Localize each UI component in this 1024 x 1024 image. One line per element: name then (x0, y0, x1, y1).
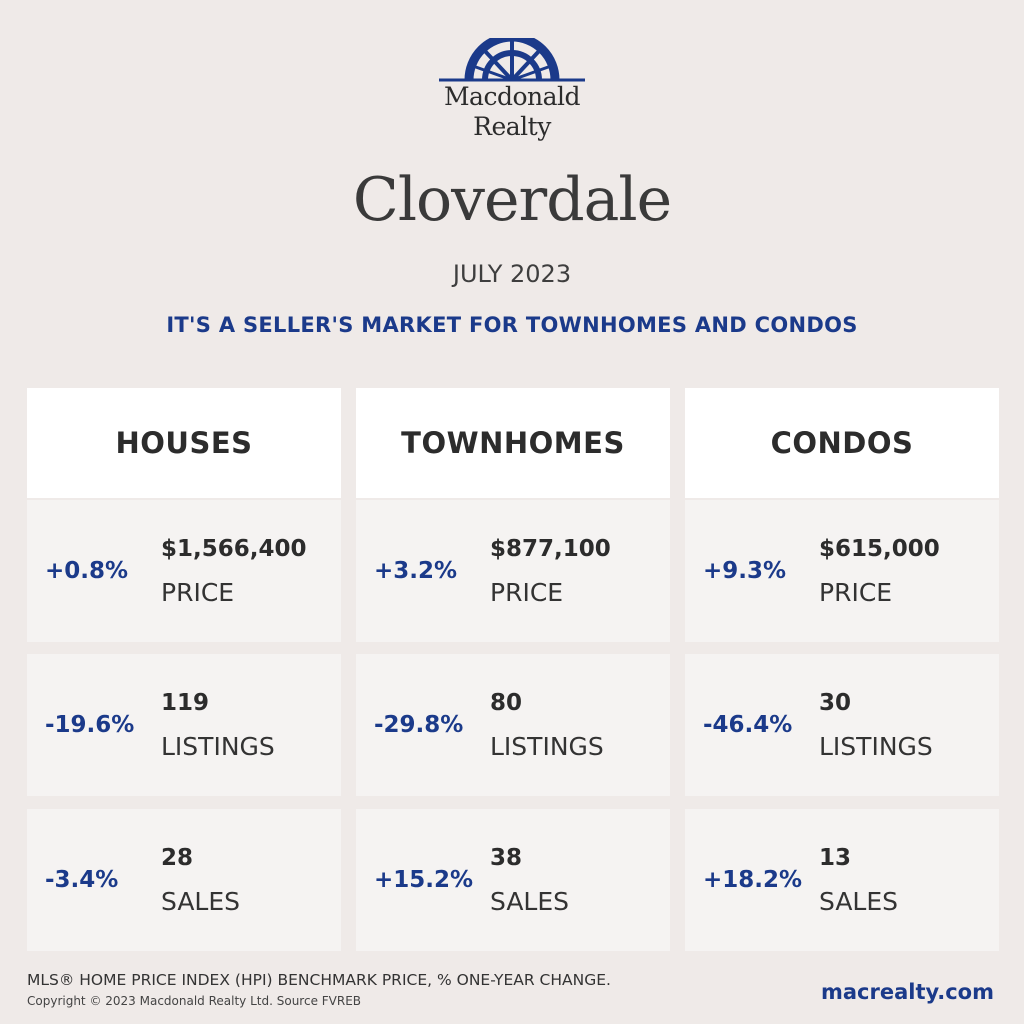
townhomes-column: TOWNHOMES +3.2% $877,100 PRICE -29.8% 80… (356, 388, 670, 951)
sales-stat-card: +15.2% 38 SALES (356, 809, 670, 951)
stat-value: 30 (819, 690, 852, 716)
copyright: Copyright © 2023 Macdonald Realty Ltd. S… (27, 994, 362, 1008)
column-heading: CONDOS (685, 388, 999, 498)
stat-label: PRICE (161, 578, 235, 607)
headline: IT'S A SELLER'S MARKET FOR TOWNHOMES AND… (166, 313, 858, 337)
sunrise-arch-logo-icon (439, 38, 585, 82)
brand-name-line1: Macdonald (443, 82, 581, 111)
stat-value: 38 (490, 845, 523, 871)
stat-label: SALES (490, 887, 570, 916)
listings-stat-card: -19.6% 119 LISTINGS (27, 654, 341, 796)
listings-stat-card: -46.4% 30 LISTINGS (685, 654, 999, 796)
stat-value: 119 (161, 690, 210, 716)
brand-logo: Macdonald Realty (0, 38, 1024, 142)
stat-value: $1,566,400 (161, 536, 307, 562)
stat-label: PRICE (819, 578, 893, 607)
stat-label: LISTINGS (161, 732, 275, 761)
price-stat-card: +9.3% $615,000 PRICE (685, 500, 999, 642)
stat-value: $615,000 (819, 536, 940, 562)
stat-change: +18.2% (703, 867, 803, 893)
stat-value: $877,100 (490, 536, 611, 562)
website-link[interactable]: macrealty.com (820, 980, 994, 1004)
stat-value: 80 (490, 690, 523, 716)
report-date: JULY 2023 (452, 260, 572, 288)
stat-label: LISTINGS (819, 732, 933, 761)
stat-change: -3.4% (45, 867, 119, 893)
stat-value: 28 (161, 845, 194, 871)
stat-change: -29.8% (374, 712, 464, 738)
stat-change: -19.6% (45, 712, 135, 738)
column-heading: TOWNHOMES (356, 388, 670, 498)
footnote: MLS® HOME PRICE INDEX (HPI) BENCHMARK PR… (27, 971, 611, 989)
sales-stat-card: -3.4% 28 SALES (27, 809, 341, 951)
brand-name-line2: Realty (473, 112, 551, 141)
stat-value: 13 (819, 845, 852, 871)
listings-stat-card: -29.8% 80 LISTINGS (356, 654, 670, 796)
stat-label: LISTINGS (490, 732, 604, 761)
houses-column: HOUSES +0.8% $1,566,400 PRICE -19.6% 119… (27, 388, 341, 951)
page-title: Cloverdale (352, 165, 672, 235)
stat-change: +15.2% (374, 867, 474, 893)
stat-label: SALES (819, 887, 899, 916)
stat-change: +9.3% (703, 558, 787, 584)
sales-stat-card: +18.2% 13 SALES (685, 809, 999, 951)
price-stat-card: +0.8% $1,566,400 PRICE (27, 500, 341, 642)
stat-label: PRICE (490, 578, 564, 607)
price-stat-card: +3.2% $877,100 PRICE (356, 500, 670, 642)
stat-change: +0.8% (45, 558, 129, 584)
stat-change: -46.4% (703, 712, 793, 738)
column-heading: HOUSES (27, 388, 341, 498)
stat-label: SALES (161, 887, 241, 916)
stat-change: +3.2% (374, 558, 458, 584)
condos-column: CONDOS +9.3% $615,000 PRICE -46.4% 30 LI… (685, 388, 999, 951)
